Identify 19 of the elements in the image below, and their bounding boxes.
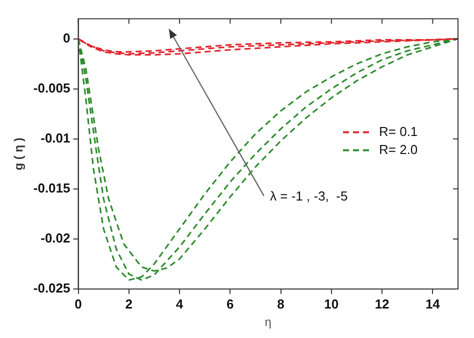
x-axis-title: η <box>264 315 272 330</box>
x-tick-label: 4 <box>176 296 184 312</box>
legend-label: R= 0.1 <box>379 124 418 139</box>
x-tick-label: 2 <box>125 296 133 312</box>
y-tick-label: 0 <box>63 30 70 46</box>
x-tick-label: 14 <box>425 296 441 312</box>
x-tick-label: 6 <box>226 296 234 312</box>
annotation: λ = -1 , -3, -5 <box>270 188 348 204</box>
x-tick-label: 8 <box>277 296 284 312</box>
y-tick-label: -0.015 <box>33 180 70 196</box>
legend-label: R= 2.0 <box>379 142 418 157</box>
y-tick-label: -0.005 <box>33 80 70 96</box>
y-tick-label: -0.02 <box>40 230 70 246</box>
y-axis-title: g ( η ) <box>12 138 26 170</box>
y-tick-label: -0.01 <box>40 130 70 146</box>
y-tick-label: -0.025 <box>33 280 70 296</box>
x-tick-label: 10 <box>324 296 339 312</box>
x-tick-label: 12 <box>374 296 390 312</box>
x-tick-label: 0 <box>74 296 82 312</box>
